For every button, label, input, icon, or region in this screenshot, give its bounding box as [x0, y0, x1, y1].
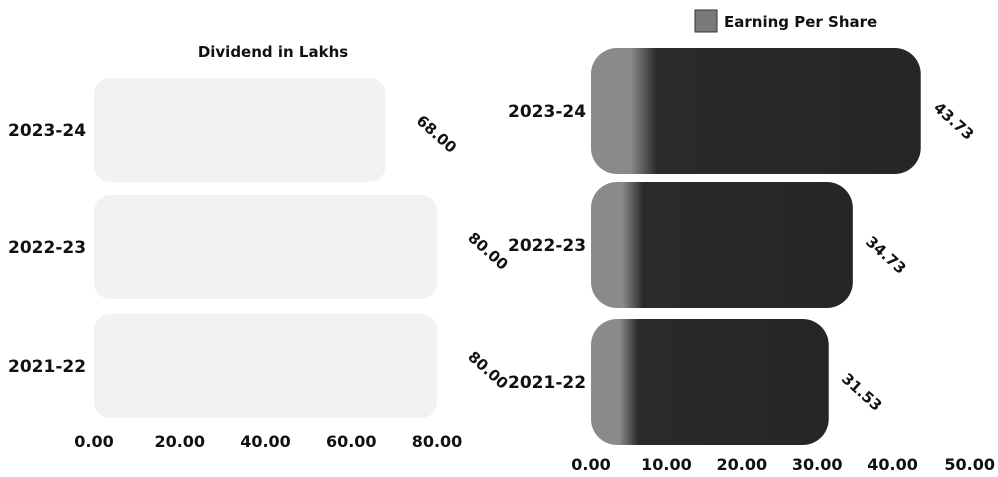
eps-category-label: 2021-22: [508, 373, 586, 393]
dividend-data-label: 80.00: [464, 348, 511, 393]
dividend-category-label: 2021-22: [8, 357, 86, 377]
dividend-x-ticks: 0.00 20.00 40.00 60.00 80.00: [74, 432, 462, 451]
eps-category-label: 2023-24: [508, 102, 586, 122]
dividend-bar: [94, 314, 437, 418]
eps-x-tick: 50.00: [944, 455, 995, 474]
eps-bars: [591, 48, 921, 445]
eps-bar: [591, 48, 921, 174]
eps-x-tick: 20.00: [716, 455, 767, 474]
eps-x-tick: 30.00: [792, 455, 843, 474]
dividend-bar: [94, 195, 437, 299]
eps-legend: Earning Per Share: [694, 9, 877, 33]
dividend-data-label: 68.00: [413, 112, 460, 157]
dividend-data-label: 80.00: [464, 229, 511, 274]
eps-data-label: 43.73: [930, 99, 977, 144]
dividend-x-tick: 80.00: [412, 432, 463, 451]
eps-x-tick: 40.00: [867, 455, 918, 474]
eps-legend-swatch: [694, 9, 718, 33]
eps-bar: [591, 319, 829, 445]
eps-data-label: 31.53: [838, 370, 885, 415]
dividend-category-labels: 2023-24 2022-23 2021-22: [8, 121, 86, 377]
dividend-x-tick: 40.00: [240, 432, 291, 451]
eps-x-ticks: 0.00 10.00 20.00 30.00 40.00 50.00: [571, 455, 995, 474]
eps-x-tick: 10.00: [641, 455, 692, 474]
dividend-chart-title: Dividend in Lakhs: [198, 43, 348, 61]
dividend-x-tick: 0.00: [74, 432, 113, 451]
eps-legend-label: Earning Per Share: [724, 13, 877, 31]
eps-chart: Earning Per Share 2023-242022-232021-22 …: [508, 9, 995, 474]
dividend-chart: Dividend in Lakhs 2023-242022-232021-22 …: [8, 43, 512, 451]
dividend-bar: [94, 78, 386, 182]
dividend-category-label: 2022-23: [8, 238, 86, 258]
eps-data-label: 34.73: [862, 233, 909, 278]
eps-category-labels: 2023-24 2022-23 2021-22: [508, 102, 586, 393]
dividend-x-tick: 60.00: [326, 432, 377, 451]
eps-x-tick: 0.00: [571, 455, 610, 474]
dividend-bars: [94, 78, 437, 418]
dividend-category-label: 2023-24: [8, 121, 86, 141]
eps-bar: [591, 182, 853, 308]
dividend-x-tick: 20.00: [154, 432, 205, 451]
eps-category-label: 2022-23: [508, 236, 586, 256]
